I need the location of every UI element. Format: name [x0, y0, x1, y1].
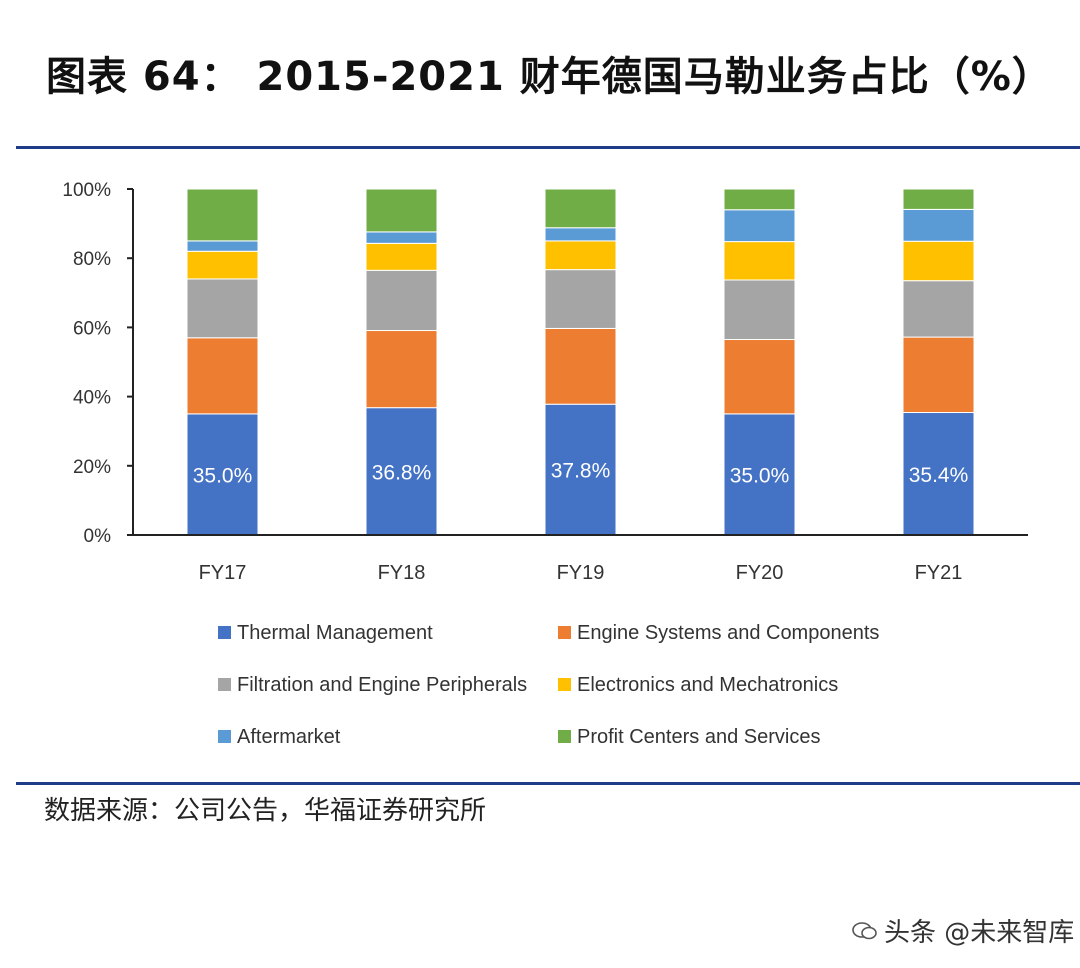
legend-label: Aftermarket	[237, 726, 341, 748]
legend-label: Electronics and Mechatronics	[577, 674, 838, 696]
stacked-bar-chart: 0%20%40%60%80%100% 35.0% 36.8% 37.8% 35.0% 3…	[62, 180, 1028, 748]
y-tick-label: 80%	[73, 249, 111, 270]
data-label: 35.0%	[193, 464, 253, 487]
y-tick-label: 20%	[73, 457, 111, 478]
x-tick-label: FY17	[199, 562, 247, 584]
watermark: 头条 @未来智库	[852, 912, 1074, 949]
bar-segment-fy17-electronics-and-mechatronics	[186, 250, 259, 280]
bar-segment-fy19-electronics-and-mechatronics	[544, 240, 617, 271]
legend-label: Thermal Management	[237, 622, 433, 644]
bar-segment-fy21-electronics-and-mechatronics	[902, 240, 975, 282]
watermark-text: 头条 @未来智库	[884, 918, 1075, 948]
data-label: 35.0%	[730, 464, 790, 487]
top-divider	[16, 146, 1080, 149]
y-tick-label: 100%	[62, 180, 111, 201]
y-tick-label: 60%	[73, 318, 111, 339]
x-tick-label: FY19	[557, 562, 605, 584]
bar-segment-fy20-profit-centers-and-services	[723, 188, 796, 211]
bar-segment-fy21-thermal-management	[902, 412, 975, 536]
bar-segment-fy18-profit-centers-and-services	[365, 188, 438, 233]
bar-segment-fy21-profit-centers-and-services	[902, 188, 975, 210]
x-tick-label: FY18	[378, 562, 426, 584]
legend-swatch	[558, 678, 571, 691]
bar-segment-fy18-electronics-and-mechatronics	[365, 242, 438, 271]
legend-label: Profit Centers and Services	[577, 726, 820, 748]
bar-segment-fy18-engine-systems-and-components	[365, 330, 438, 409]
legend-swatch	[218, 678, 231, 691]
legend-label: Engine Systems and Components	[577, 622, 879, 644]
bar-segment-fy19-aftermarket	[544, 227, 617, 242]
bar-segment-fy20-engine-systems-and-components	[723, 339, 796, 415]
bar-segment-fy21-engine-systems-and-components	[902, 336, 975, 414]
bar-segment-fy18-filtration-and-engine-peripherals	[365, 269, 438, 332]
data-source-note: 数据来源：公司公告，华福证券研究所	[44, 796, 487, 826]
bars	[186, 188, 975, 536]
y-tick-label: 40%	[73, 388, 111, 409]
bar-segment-fy19-filtration-and-engine-peripherals	[544, 269, 617, 329]
x-tick-label: FY21	[915, 562, 963, 584]
bar-segment-fy17-profit-centers-and-services	[186, 188, 259, 242]
bar-segment-fy21-filtration-and-engine-peripherals	[902, 280, 975, 338]
data-label: 37.8%	[551, 460, 611, 483]
bar-segment-fy17-aftermarket	[186, 240, 259, 252]
legend-swatch	[218, 626, 231, 639]
bar-segment-fy20-filtration-and-engine-peripherals	[723, 279, 796, 341]
x-tick-label: FY20	[736, 562, 784, 584]
wechat-icon	[852, 921, 877, 939]
bar-segment-fy17-filtration-and-engine-peripherals	[186, 278, 259, 339]
bar-segment-fy19-engine-systems-and-components	[544, 327, 617, 405]
bar-segment-fy17-engine-systems-and-components	[186, 337, 259, 415]
bar-segment-fy20-electronics-and-mechatronics	[723, 241, 796, 281]
chart-title: 图表 64： 2015-2021 财年德国马勒业务占比（%）	[46, 54, 1053, 100]
legend-swatch	[218, 730, 231, 743]
bar-segment-fy19-thermal-management	[544, 403, 617, 536]
y-axis: 0% 20% 40% 60% 80% 100%	[62, 180, 134, 547]
data-label: 35.4%	[909, 464, 969, 487]
bottom-divider	[16, 782, 1080, 785]
legend-swatch	[558, 730, 571, 743]
bar-segment-fy18-aftermarket	[365, 231, 438, 244]
x-axis: FY17 FY18 FY19 FY20 FY21	[133, 534, 1028, 584]
data-label: 36.8%	[372, 461, 432, 484]
y-tick-label: 0%	[84, 526, 112, 547]
legend-label: Filtration and Engine Peripherals	[237, 674, 527, 696]
legend: Thermal Management Engine Systems and Com…	[218, 622, 879, 748]
bar-segment-fy18-thermal-management	[365, 407, 438, 536]
bar-segment-fy21-aftermarket	[902, 208, 975, 242]
data-labels: 35.0% 36.8% 37.8% 35.0% 35.4%	[193, 460, 969, 488]
legend-swatch	[558, 626, 571, 639]
bar-segment-fy20-thermal-management	[723, 413, 796, 536]
bar-segment-fy19-profit-centers-and-services	[544, 188, 617, 229]
bar-segment-fy20-aftermarket	[723, 209, 796, 243]
